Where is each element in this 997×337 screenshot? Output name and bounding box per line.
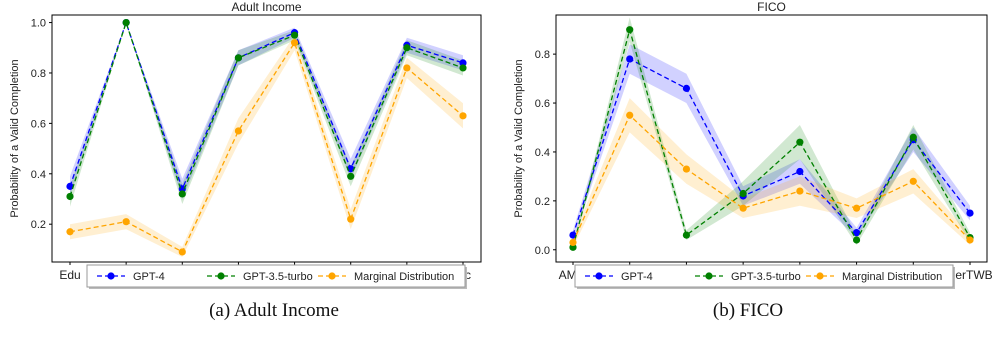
panel1-legend-box bbox=[86, 264, 466, 288]
panel1-point-2-2 bbox=[178, 248, 186, 256]
panel2-series-line-2 bbox=[572, 114, 971, 243]
panel2-point-2-1 bbox=[626, 111, 634, 119]
panel2-ytick-label-0: 0.0 bbox=[535, 245, 550, 257]
panel1-series-line-1 bbox=[69, 20, 464, 197]
panel2-title: FICO bbox=[757, 0, 786, 14]
panel1-point-1-5 bbox=[347, 172, 355, 180]
panel2-point-2-2 bbox=[682, 165, 691, 173]
panel2-legend-label-2: Marginal Distribution bbox=[842, 271, 942, 283]
panel1-point-2-7 bbox=[459, 112, 467, 120]
panel1-point-1-0 bbox=[66, 192, 74, 201]
panel1-series-line-2 bbox=[69, 41, 464, 253]
figure: Adult Income0.20.40.60.81.0EduEduNumOccG… bbox=[9, 0, 993, 289]
panel1-point-1-2 bbox=[178, 190, 186, 198]
caption-a: (a) Adult Income bbox=[209, 300, 339, 321]
panel1-legend-marker-2 bbox=[328, 272, 336, 280]
panel1-legend-label-1: GPT-3.5-turbo bbox=[243, 271, 313, 283]
panel1-point-1-3 bbox=[234, 54, 243, 62]
panel1-band-1 bbox=[70, 22, 463, 207]
panel1-point-0-7 bbox=[459, 59, 467, 67]
panel2-point-0-2 bbox=[682, 84, 691, 92]
panel2-legend-marker-1 bbox=[705, 272, 713, 280]
panel2-ylabel: Probability of a Valid Completion bbox=[513, 59, 525, 217]
panel1-ytick-label-3: 0.8 bbox=[31, 68, 46, 80]
panel2-band-2 bbox=[573, 98, 970, 248]
panel1-point-1-1 bbox=[122, 18, 130, 27]
caption-b: (b) FICO bbox=[712, 300, 784, 321]
panel2-point-2-3 bbox=[739, 204, 747, 212]
panel2-ytick-label-1: 0.2 bbox=[535, 196, 550, 208]
panel1-point-1-6 bbox=[403, 44, 411, 52]
panel1-point-1-7 bbox=[459, 64, 467, 72]
panel1-point-1-4 bbox=[290, 31, 299, 39]
panel2-ytick-label-2: 0.4 bbox=[535, 147, 550, 159]
panel1-band-0 bbox=[70, 22, 463, 199]
panel2-series-line-1 bbox=[572, 27, 971, 248]
panel2-legend-marker-2 bbox=[816, 272, 824, 280]
panel1-point-2-0 bbox=[66, 228, 74, 236]
panel1-legend-label-2: Marginal Distribution bbox=[354, 271, 454, 283]
panel2-point-0-5 bbox=[852, 229, 861, 237]
panel2-legend-label-0: GPT-4 bbox=[621, 271, 653, 283]
panel2-legend-marker-0 bbox=[595, 272, 603, 280]
panel2-point-0-7 bbox=[966, 209, 974, 217]
panel2-point-0-0 bbox=[569, 231, 577, 239]
panel2-point-1-4 bbox=[796, 138, 804, 146]
panel2-point-0-1 bbox=[626, 55, 634, 63]
panel1-legend-marker-1 bbox=[217, 272, 225, 280]
panel2-band-0 bbox=[573, 44, 970, 240]
panel1-ytick-label-4: 1.0 bbox=[31, 18, 46, 30]
panel2-point-2-4 bbox=[796, 187, 804, 195]
panel1-point-2-1 bbox=[122, 218, 130, 226]
panel1-ytick-label-1: 0.4 bbox=[31, 169, 46, 181]
panel2-legend-box bbox=[574, 264, 954, 288]
panel1-title: Adult Income bbox=[231, 0, 301, 14]
panel2-xtick-label-7: PerTWB bbox=[947, 268, 992, 282]
panel2-point-2-5 bbox=[852, 204, 861, 212]
panel1-point-2-4 bbox=[290, 39, 299, 47]
panel1-point-2-3 bbox=[234, 127, 243, 135]
panel2-point-1-2 bbox=[682, 231, 691, 239]
panel2-legend-label-1: GPT-3.5-turbo bbox=[731, 271, 801, 283]
panel2-point-2-7 bbox=[966, 236, 974, 244]
panel1-legend-marker-0 bbox=[107, 272, 115, 280]
panel2-point-1-3 bbox=[739, 189, 747, 198]
panel2-point-2-6 bbox=[909, 177, 917, 185]
panel1-point-2-6 bbox=[403, 64, 411, 72]
panel1-legend-label-0: GPT-4 bbox=[133, 271, 165, 283]
panel1-ytick-label-0: 0.2 bbox=[31, 219, 46, 231]
panel1-plot-frame bbox=[51, 14, 482, 263]
panel1-ytick-label-2: 0.6 bbox=[31, 118, 46, 130]
panel1-xtick-label-0: Edu bbox=[59, 268, 80, 282]
panel2-ytick-label-4: 0.8 bbox=[535, 49, 550, 61]
panel1-point-0-0 bbox=[66, 182, 74, 190]
panel2-plot-frame bbox=[555, 14, 988, 263]
panel2-point-0-4 bbox=[796, 167, 804, 176]
panel2-point-1-5 bbox=[852, 236, 861, 244]
panel2-ytick-label-3: 0.6 bbox=[535, 98, 550, 110]
panel1-point-2-5 bbox=[347, 215, 355, 223]
panel2-point-2-0 bbox=[569, 238, 577, 247]
panel2-point-1-6 bbox=[909, 133, 917, 141]
panel1-ylabel: Probability of a Valid Completion bbox=[9, 59, 21, 217]
panel1-band-2 bbox=[70, 35, 463, 258]
panel2-point-1-1 bbox=[626, 26, 634, 34]
